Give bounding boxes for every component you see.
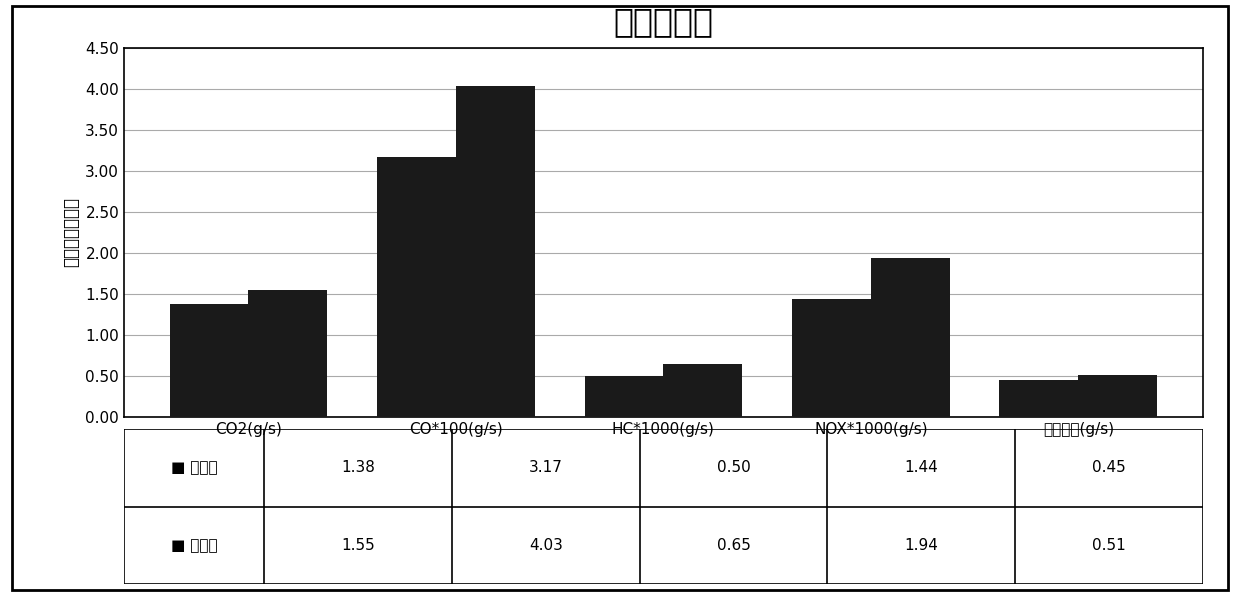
Bar — [248, 290, 327, 417]
Text: 3.17: 3.17 — [529, 460, 563, 476]
Text: 0.50: 0.50 — [717, 460, 750, 476]
Text: 1.55: 1.55 — [341, 538, 374, 553]
Bar — [663, 364, 743, 417]
Bar — [584, 376, 663, 417]
Text: ■ 港湾式: ■ 港湾式 — [171, 460, 217, 476]
Title: 小汽车比较: 小汽车比较 — [614, 5, 713, 38]
Bar — [456, 86, 534, 417]
Text: 4.03: 4.03 — [529, 538, 563, 553]
Text: 1.94: 1.94 — [904, 538, 939, 553]
Y-axis label: 排放率及油耗率: 排放率及油耗率 — [62, 197, 79, 268]
Bar — [999, 380, 1079, 417]
Text: 0.65: 0.65 — [717, 538, 750, 553]
Text: 1.44: 1.44 — [904, 460, 939, 476]
Bar — [377, 157, 456, 417]
Text: ■ 直线式: ■ 直线式 — [171, 538, 217, 553]
Bar — [1079, 375, 1157, 417]
Text: 0.45: 0.45 — [1092, 460, 1126, 476]
Text: 0.51: 0.51 — [1092, 538, 1126, 553]
Bar — [792, 299, 870, 417]
Text: 1.38: 1.38 — [341, 460, 374, 476]
Bar — [170, 304, 248, 417]
Bar — [870, 258, 950, 417]
